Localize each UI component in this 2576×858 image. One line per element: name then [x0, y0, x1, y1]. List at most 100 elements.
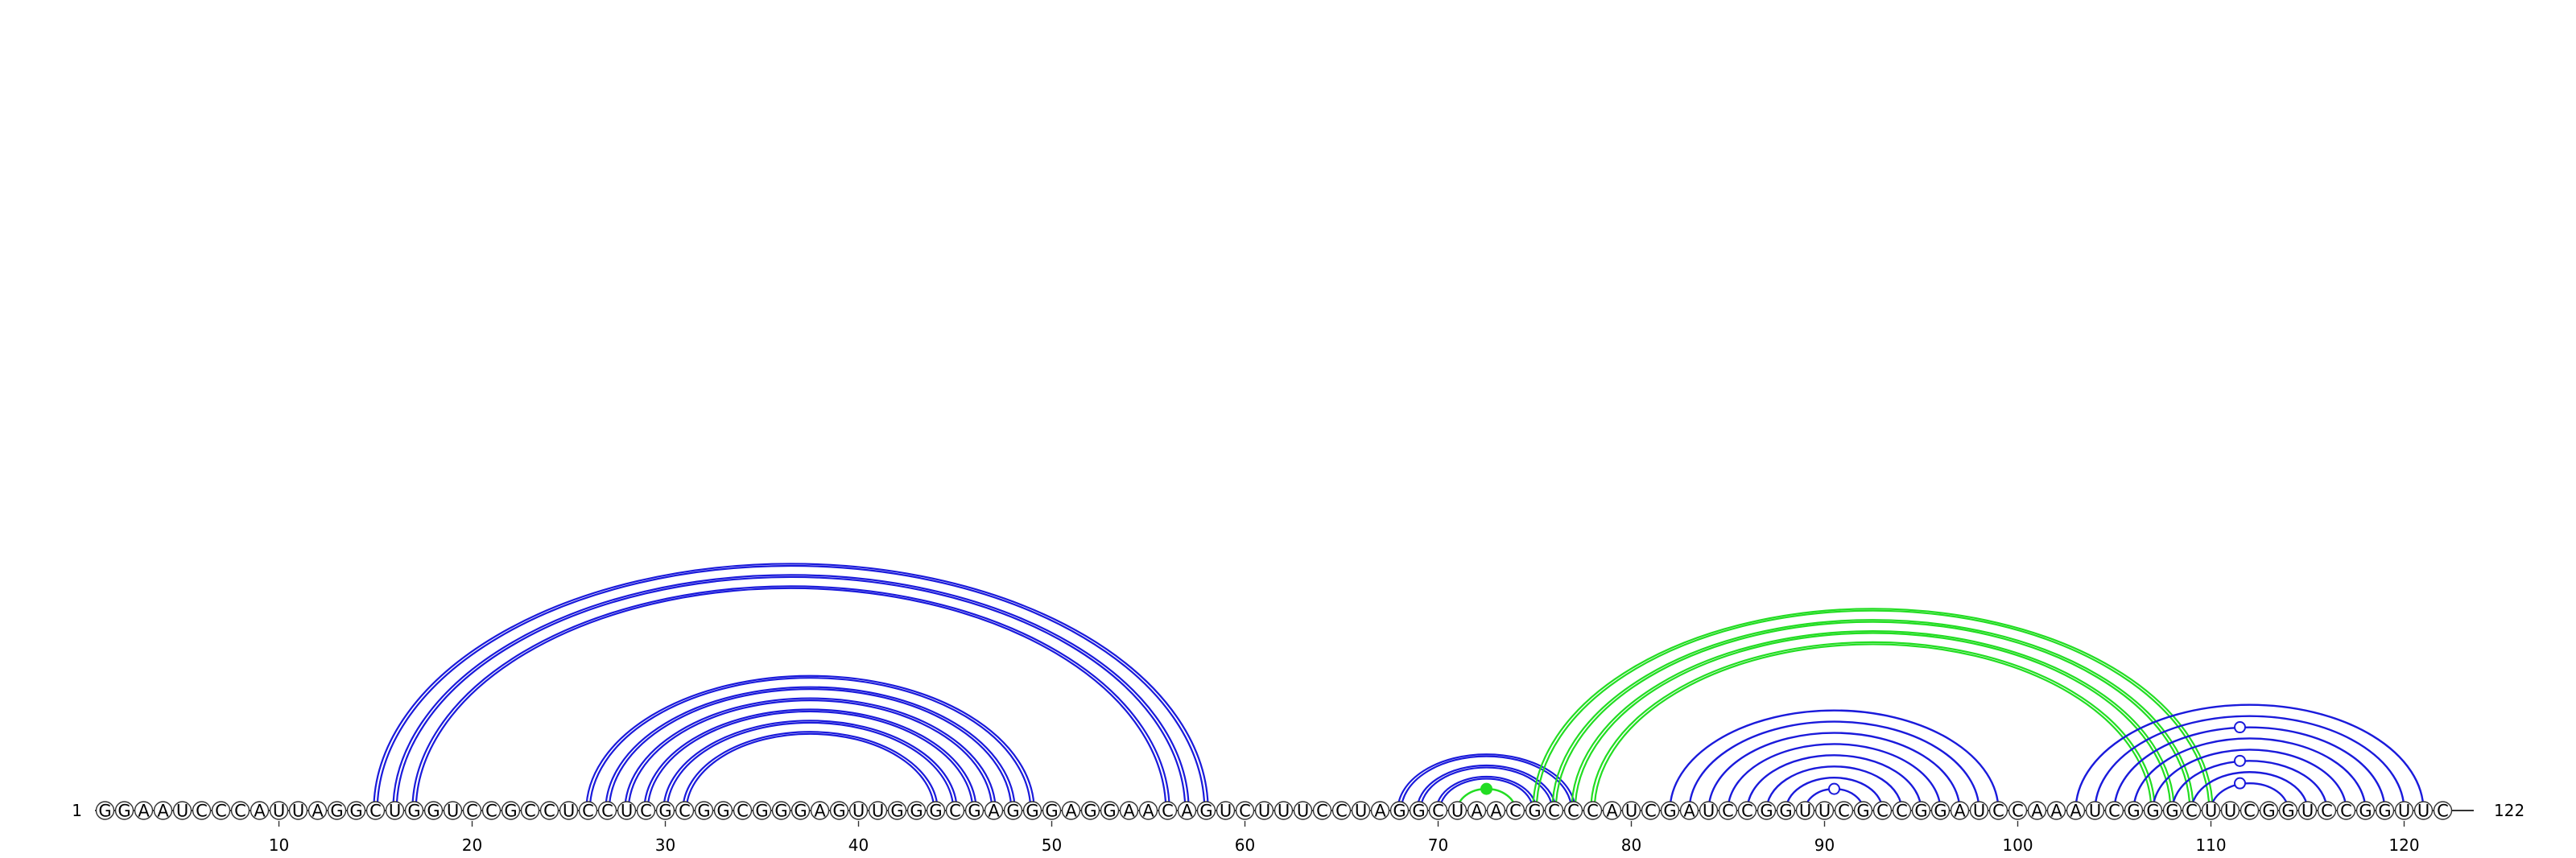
nucleotide-letter: C [1316, 802, 1328, 821]
nucleotide-circle [288, 801, 308, 820]
tick-label: 120 [2388, 835, 2419, 855]
nucleotide-38: A [810, 801, 830, 821]
nucleotide-circle [1950, 801, 1970, 820]
nucleotide-letter: A [1683, 802, 1695, 821]
nucleotide-61: U [1254, 801, 1274, 821]
nucleotide-letter: A [988, 802, 1000, 821]
arc-107-117 [2152, 749, 2347, 811]
nucleotide-45: C [945, 801, 965, 821]
tick-label: 80 [1621, 835, 1641, 855]
nucleotide-88: G [1776, 801, 1796, 821]
tick-label: 40 [848, 835, 869, 855]
nucleotide-65: C [1331, 801, 1352, 821]
nucleotide-116: C [2317, 801, 2337, 821]
nucleotide-circle [1447, 801, 1468, 820]
nucleotide-111: U [2220, 801, 2240, 821]
tick-label: 10 [269, 835, 289, 855]
arc-87-94 [1765, 765, 1903, 811]
arc-70-75 [1439, 778, 1534, 811]
nucleotide-42: G [887, 801, 907, 821]
nucleotide-letter: U [852, 802, 865, 821]
nucleotide-circle [1235, 801, 1255, 820]
nucleotide-48: G [1003, 801, 1023, 821]
arc-109-115 [2190, 771, 2309, 811]
nucleotide-circle [2375, 801, 2395, 820]
nucleotide-letter: A [1374, 802, 1386, 821]
nucleotide-112: C [2240, 801, 2260, 821]
arc-106-118 [2132, 737, 2367, 811]
nucleotide-letter: G [794, 802, 807, 821]
nucleotide-letter: G [1528, 802, 1541, 821]
nucleotide-circle [230, 801, 250, 820]
nucleotide-40: U [848, 801, 869, 821]
marker-hairpin-110-114 [2234, 777, 2246, 790]
nucleotide-72: A [1467, 801, 1487, 821]
nucleotide-letter: G [1026, 802, 1038, 821]
nucleotide-14: G [346, 801, 366, 821]
nucleotide-71: U [1447, 801, 1468, 821]
nucleotide-25: U [559, 801, 579, 821]
nucleotide-circle [2278, 801, 2298, 820]
nucleotide-letter: C [1239, 802, 1251, 821]
nucleotide-letter: G [755, 802, 768, 821]
nucleotide-circle [1737, 801, 1757, 820]
nucleotide-letter: G [504, 802, 517, 821]
nucleotide-letter: G [1914, 802, 1927, 821]
nucleotide-circle [269, 801, 289, 820]
nucleotide-69: G [1409, 801, 1429, 821]
nucleotide-letter: U [1625, 802, 1637, 821]
nucleotide-letter: C [737, 802, 749, 821]
nucleotide-circle [1621, 801, 1641, 820]
nucleotide-circle [1196, 801, 1216, 820]
nucleotide-circle [1505, 801, 1525, 820]
tick-110: 110 [2195, 821, 2227, 855]
nucleotide-18: G [423, 801, 444, 821]
arc-16-57 [392, 574, 1190, 811]
nucleotide-circle [2336, 801, 2356, 820]
nucleotide-29: C [636, 801, 656, 821]
nucleotide-circle [2027, 801, 2047, 820]
nucleotide-letter: C [1645, 802, 1657, 821]
nucleotide-90: U [1814, 801, 1835, 821]
tick-40: 40 [848, 821, 869, 855]
nucleotide-11: U [288, 801, 308, 821]
nucleotide-circle [597, 801, 617, 820]
nucleotide-letter: C [1876, 802, 1889, 821]
tick-label: 50 [1042, 835, 1062, 855]
nucleotide-letter: U [273, 802, 285, 821]
arc-75-110 [1532, 608, 2214, 811]
nucleotide-62: U [1274, 801, 1294, 821]
nucleotide-circle [829, 801, 849, 820]
nucleotide-letter: G [1856, 802, 1869, 821]
tick-label: 20 [462, 835, 482, 855]
nucleotide-102: A [2046, 801, 2066, 821]
nucleotide-circle [713, 801, 733, 820]
nucleotide-letter: A [1490, 802, 1502, 821]
nucleotide-letter: C [1992, 802, 2004, 821]
nucleotide-circle [1486, 801, 1506, 820]
nucleotide-letter: G [407, 802, 420, 821]
nucleotide-97: A [1950, 801, 1970, 821]
nucleotide-51: A [1061, 801, 1081, 821]
nucleotide-letter: U [1799, 802, 1811, 821]
nucleotide-105: C [2104, 801, 2124, 821]
nucleotide-36: G [771, 801, 791, 821]
nucleotide-circle [1467, 801, 1487, 820]
nucleotide-114: G [2278, 801, 2298, 821]
nucleotide-letter: G [118, 802, 130, 821]
tick-label: 110 [2195, 835, 2226, 855]
nucleotide-letter: G [330, 802, 343, 821]
nucleotide-10: U [269, 801, 289, 821]
nucleotide-81: C [1641, 801, 1661, 821]
nucleotide-circle [1138, 801, 1158, 820]
tick-30: 30 [655, 821, 675, 855]
nucleotide-letter: G [1760, 802, 1773, 821]
nucleotide-46: G [964, 801, 985, 821]
nucleotide-letter: C [1432, 802, 1444, 821]
arc-76-109 [1551, 618, 2194, 811]
nucleotide-120: U [2394, 801, 2414, 821]
nucleotide-64: C [1312, 801, 1332, 821]
nucleotide-84: U [1699, 801, 1719, 821]
nucleotide-letter: U [389, 802, 401, 821]
arc-77-108 [1571, 629, 2175, 811]
